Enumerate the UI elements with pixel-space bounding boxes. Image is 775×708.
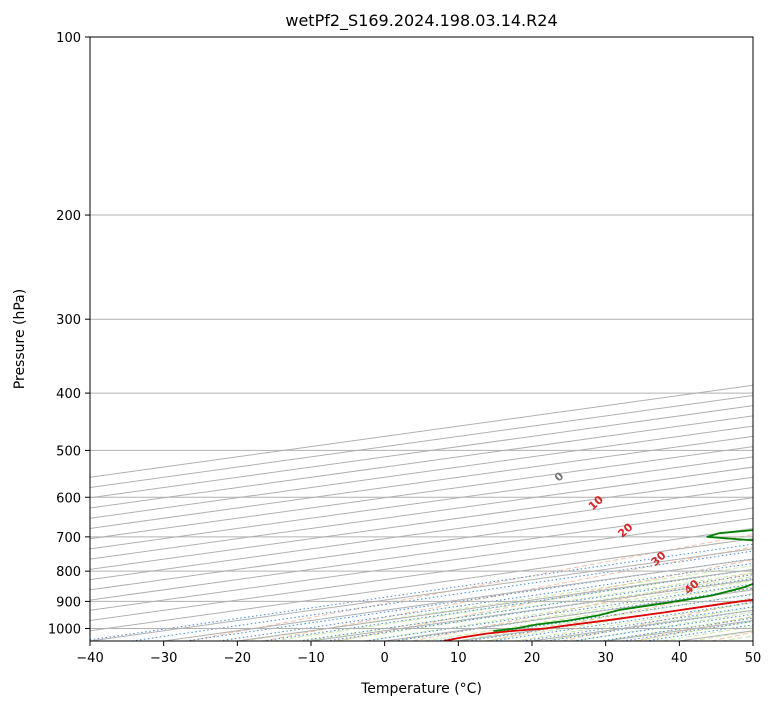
moist-adiabat-label: 40 [682,577,702,597]
isotherm-gridline [90,476,753,570]
moist-adiabat-line [692,630,753,641]
moist-adiabat-line [721,635,753,641]
isotherm-gridline [90,497,753,591]
mixing-ratio-line [218,562,753,641]
moist-adiabat-line [364,580,753,641]
dry-adiabat-line [188,533,753,641]
x-tick-label: 10 [450,651,467,666]
grid [90,37,753,641]
isotherm-gridline [605,620,753,641]
isotherm-gridline [310,579,753,641]
y-axis-label: Pressure (hPa) [12,289,28,389]
moist-adiabat-line [484,597,753,641]
x-tick-label: 50 [745,651,762,666]
moist-adiabat-line [394,584,753,641]
isotherm-gridline [90,517,753,611]
chart-title: wetPf2_S169.2024.198.03.14.R24 [285,11,557,31]
isotherm-gridline [458,599,753,641]
moist-adiabat-line [334,576,753,641]
mixing-ratio-line [90,543,753,641]
moist-adiabat-line [633,621,753,641]
isotherm-gridline [90,466,753,560]
moist-adiabat-line [603,616,753,641]
mixing-ratio-line [522,606,753,641]
x-tick-label: −10 [297,651,324,666]
isotherm-gridline [90,487,753,581]
x-axis-label: Temperature (°C) [360,681,482,697]
y-tick-label: 600 [56,491,81,506]
x-tick-label: −20 [224,651,251,666]
y-tick-label: 300 [56,313,81,328]
isotherm-gridline [679,630,753,641]
y-tick-label: 1000 [48,622,81,637]
y-tick-label: 700 [56,531,81,546]
moist-adiabat-line [454,593,753,641]
mixing-ratio-line [185,558,753,641]
isotherm-gridline [237,568,753,641]
y-tick-label: 400 [56,387,81,402]
isotherm-gridline [384,589,753,641]
isotherm-gridline [90,456,753,550]
x-tick-label: 20 [524,651,541,666]
temperature-profile-line [443,598,753,641]
moist-adiabat-label: 0 [552,469,567,484]
isotherm-gridline [90,507,753,601]
dry-adiabat-line [487,586,753,641]
x-tick-label: 0 [381,651,389,666]
isotherm-gridline [531,609,753,641]
plot-frame [89,36,754,642]
x-tick-label: 30 [597,651,614,666]
isotherm-gridline [163,558,753,641]
moist-adiabat-line [424,588,753,641]
y-axis: 100 200 300 400 500 600 700 800 900 1000 [48,31,90,637]
reference-labels: 0.10.20.40.611.52346810131620253036-100-… [552,469,702,597]
isotherm-gridline [752,640,753,641]
y-tick-label: 100 [56,31,81,46]
mixing-ratio-line [299,574,753,641]
x-axis: −40 −30 −20 −10 0 10 20 30 40 50 [76,641,761,666]
moist-adiabat-line [662,625,753,641]
y-tick-label: 500 [56,444,81,459]
mixing-ratio-line [492,601,753,641]
moist-adiabat-label: 20 [615,520,635,540]
dry-adiabat-line [338,559,753,641]
x-tick-label: −30 [150,651,177,666]
x-tick-label: −40 [76,651,103,666]
y-tick-label: 800 [56,565,81,580]
x-tick-label: 40 [671,651,688,666]
y-tick-label: 200 [56,209,81,224]
mixing-ratio-line [131,550,753,641]
isotherm-gridline [90,527,753,622]
y-tick-label: 900 [56,595,81,610]
moist-adiabat-line [242,565,753,641]
series-group [443,529,753,641]
